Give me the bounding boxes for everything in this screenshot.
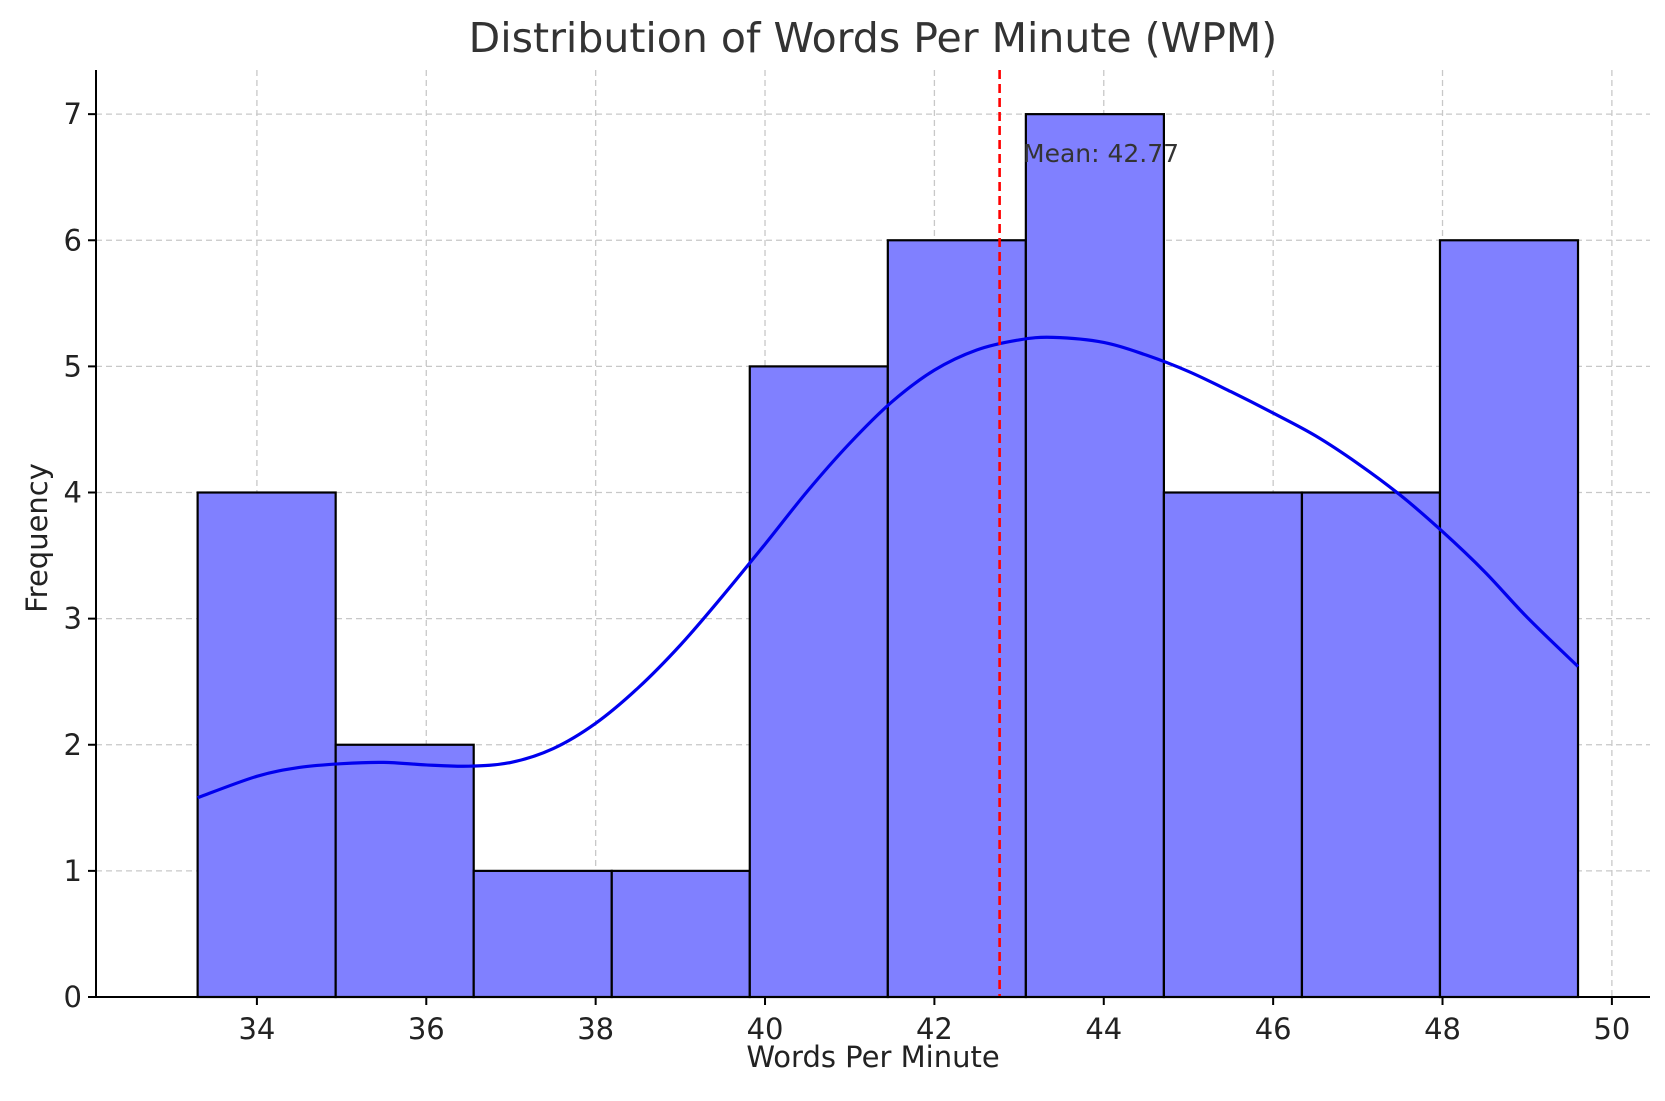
y-tick-label: 7 (64, 97, 82, 131)
x-tick-label: 36 (408, 1012, 445, 1046)
x-axis-label: Words Per Minute (746, 1040, 999, 1074)
kde-curve (197, 335, 1580, 800)
histogram-bar (1024, 113, 1165, 999)
chart-title: Distribution of Words Per Minute (WPM) (469, 14, 1278, 62)
histogram-bar (1300, 491, 1442, 999)
mean-annotation: Mean: 42.77 (1023, 139, 1179, 168)
x-tick-label: 46 (1255, 1012, 1292, 1046)
y-tick-label: 4 (64, 476, 82, 510)
y-tick-label: 5 (64, 349, 82, 383)
histogram-bar (196, 491, 337, 999)
y-tick-label: 6 (64, 223, 82, 257)
y-tick-label: 3 (64, 602, 82, 636)
histogram-bar (610, 869, 751, 999)
x-tick-label: 38 (577, 1012, 614, 1046)
x-tick-label: 40 (747, 1012, 784, 1046)
bars-layer (196, 113, 1580, 999)
y-tick-label: 0 (64, 980, 82, 1014)
y-axis-label: Frequency (20, 463, 54, 613)
histogram-bar (472, 869, 613, 999)
y-tick-label: 1 (64, 854, 82, 888)
x-tick-label: 34 (238, 1012, 275, 1046)
histogram-bar (1162, 491, 1304, 999)
x-tick-label: 50 (1593, 1012, 1630, 1046)
x-tick-label: 42 (916, 1012, 953, 1046)
x-tick-label: 44 (1085, 1012, 1122, 1046)
histogram-bar (748, 365, 889, 999)
histogram-bar (334, 743, 475, 999)
x-tick-label: 48 (1424, 1012, 1461, 1046)
histogram-bar (1438, 239, 1580, 999)
y-tick-label: 2 (64, 728, 82, 762)
kde-layer (197, 335, 1580, 800)
histogram-bar (886, 239, 1027, 999)
